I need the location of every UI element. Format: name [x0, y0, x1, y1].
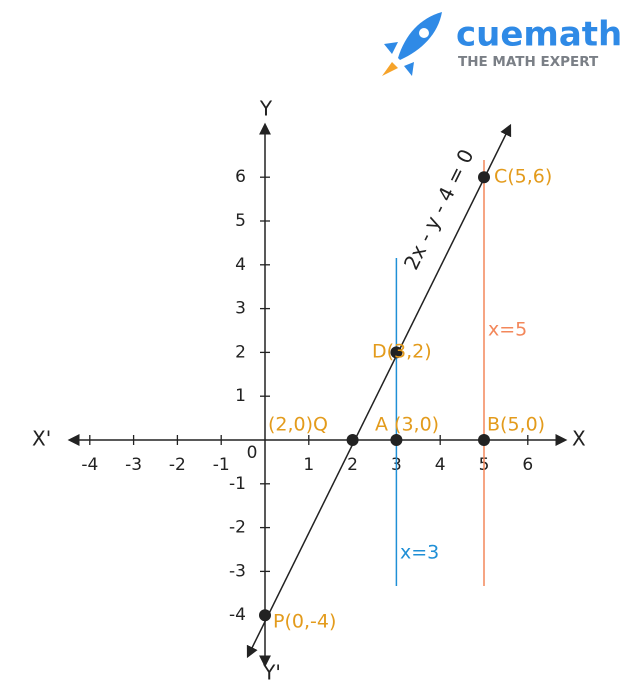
x-tick-label: -3 — [125, 455, 142, 475]
x-tick-label: 1 — [303, 455, 314, 475]
rocket-window — [419, 28, 429, 38]
y-tick-label: 1 — [235, 386, 246, 406]
point-label: A (3,0) — [375, 414, 439, 436]
rocket-flame — [382, 62, 398, 76]
x-axis-label: X — [572, 427, 586, 451]
y-tick-label: 6 — [235, 167, 246, 187]
y-tick-label: -4 — [229, 605, 246, 625]
point-label: B(5,0) — [487, 414, 545, 436]
y-tick-label: -1 — [229, 474, 246, 494]
vertical-line-label: x=3 — [400, 542, 439, 564]
point — [478, 434, 490, 446]
x-tick-label: -1 — [213, 455, 230, 475]
x-tick-label: -2 — [169, 455, 186, 475]
logo-name: cuemath — [456, 15, 622, 55]
point — [346, 434, 359, 446]
y-tick-label: 3 — [235, 299, 246, 319]
point — [390, 434, 403, 446]
point — [478, 171, 490, 184]
x-tick-label: 2 — [347, 455, 358, 475]
point-label: (2,0)Q — [268, 414, 328, 436]
y-tick-label: 2 — [235, 342, 246, 362]
point-label: P(0,-4) — [273, 611, 336, 633]
y-tick-label: 4 — [235, 255, 246, 275]
x-tick-label: 4 — [435, 455, 446, 475]
point-label: C(5,6) — [494, 166, 552, 188]
rocket-fin — [404, 62, 414, 76]
line-equation-label: 2x - y - 4 = 0 — [399, 145, 479, 273]
x-neg-axis-label: X' — [32, 427, 51, 451]
logo-tagline: THE MATH EXPERT — [458, 54, 599, 70]
vertical-line-label: x=5 — [488, 319, 527, 341]
rocket-fin — [384, 42, 398, 54]
y-tick-label: 5 — [235, 211, 246, 231]
point — [390, 346, 403, 359]
line-equation — [246, 123, 512, 659]
point — [259, 609, 271, 622]
point-label: D(3,2) — [372, 341, 432, 363]
x-tick-label: 6 — [522, 455, 533, 475]
y-tick-label: -3 — [229, 561, 246, 581]
y-axis-label: Y — [259, 97, 273, 121]
origin-label: 0 — [247, 443, 258, 463]
y-tick-label: -2 — [229, 518, 246, 538]
logo: cuemath THE MATH EXPERT — [382, 12, 622, 76]
y-neg-axis-label: Y' — [262, 661, 281, 685]
x-tick-label: -4 — [81, 455, 98, 475]
